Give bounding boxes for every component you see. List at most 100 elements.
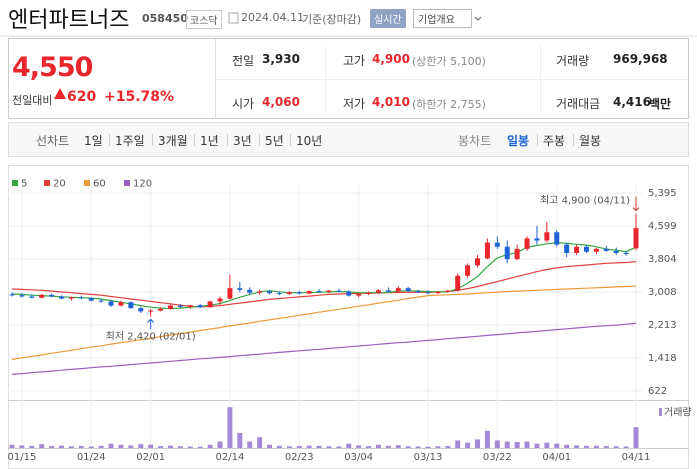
volume-bar: [68, 446, 74, 448]
title: 엔터파트너즈: [8, 8, 130, 33]
candle-body: [316, 291, 322, 293]
change-label: 전일대비: [12, 94, 53, 107]
period-tab[interactable]: 1일: [84, 134, 103, 148]
period-tab[interactable]: 1주일: [115, 134, 145, 148]
company-button[interactable]: 기업개요: [413, 9, 472, 28]
volume-bar: [475, 439, 481, 448]
volume-bar: [128, 445, 134, 448]
legend-swatch: [12, 180, 18, 186]
volume-bar: [217, 441, 223, 448]
period-tab[interactable]: 10년: [296, 134, 323, 148]
candle-body: [177, 305, 183, 307]
period-tab[interactable]: 3개월: [158, 134, 188, 148]
candle-body: [494, 242, 500, 247]
volume-bar: [465, 442, 471, 448]
period-tab[interactable]: 5년: [265, 134, 284, 148]
candle-body: [59, 296, 65, 299]
volume-bar: [257, 437, 263, 448]
x-tick-label: 03/22: [483, 452, 512, 463]
volume-bar: [167, 445, 173, 448]
volume-bar: [59, 445, 65, 448]
volume-bar: [385, 445, 391, 448]
volume-bar: [554, 443, 560, 448]
stat-label: 전일: [232, 54, 255, 68]
stat-label: 거래량: [556, 54, 590, 68]
candle-body: [227, 288, 233, 299]
ma-line: [11, 285, 637, 361]
realtime-button[interactable]: 실시간: [370, 9, 406, 28]
volume-bar: [583, 445, 589, 448]
volume-bar: [514, 441, 520, 448]
volume-bar: [336, 446, 342, 448]
legend-label: 60: [93, 179, 106, 190]
volume-bar: [633, 427, 639, 448]
volume-bar: [108, 443, 114, 448]
volume-bar: [445, 446, 451, 448]
candle-body: [574, 246, 580, 253]
candle-body: [257, 291, 263, 293]
candle-body: [267, 291, 273, 294]
volume-bar: [574, 445, 580, 448]
volume-bar: [306, 445, 312, 448]
candle-body: [98, 300, 104, 302]
volume-bar: [227, 407, 233, 448]
high-arrow: [632, 196, 640, 212]
candle-body: [346, 291, 352, 296]
tab-separator: [227, 134, 228, 146]
market-badge: 코스닥: [186, 10, 222, 29]
volume-bar: [593, 445, 599, 448]
volume-bar: [544, 442, 550, 448]
volume-bar: [316, 445, 322, 448]
volume-bar: [9, 444, 15, 448]
candle-tab[interactable]: 주봉: [543, 134, 566, 148]
stat-value: 969,968: [613, 52, 668, 66]
candle-body: [385, 290, 391, 292]
ma-line: [11, 241, 637, 310]
candle-body: [9, 294, 15, 296]
volume-bar: [395, 445, 401, 448]
candle-body: [465, 265, 471, 276]
candle-body: [514, 248, 520, 260]
stock-code: 058450: [142, 12, 188, 25]
candle-body: [247, 289, 253, 293]
x-tick-label: 02/14: [215, 452, 244, 463]
volume-bar: [564, 444, 570, 448]
candle-body: [138, 308, 144, 312]
volume-bar: [286, 446, 292, 448]
candle-body: [29, 296, 35, 298]
basis: 기준(장마감): [302, 13, 362, 26]
stat-value: 4,010: [372, 95, 410, 109]
candle-body: [445, 290, 451, 292]
legend-swatch: [124, 180, 130, 186]
stat-label: 저가: [343, 97, 366, 111]
period-tab[interactable]: 3년: [233, 134, 252, 148]
candle-body: [158, 308, 164, 311]
volume-bar: [603, 446, 609, 448]
volume-bar: [524, 441, 530, 448]
candle-body: [405, 288, 411, 292]
period-tab[interactable]: 1년: [200, 134, 219, 148]
candle-body: [613, 250, 619, 253]
low-arrow: [147, 318, 155, 330]
volume-bar: [207, 444, 213, 448]
candle-body: [19, 295, 25, 297]
candle-body: [296, 292, 302, 294]
candle-tab[interactable]: 월봉: [579, 134, 602, 148]
volume-bar: [356, 445, 362, 448]
x-tick-label: 04/11: [622, 452, 651, 463]
candle-body: [366, 292, 372, 294]
change-pct: +15.78%: [104, 89, 175, 105]
volume-bar: [494, 440, 500, 448]
candle-tab[interactable]: 일봉: [507, 134, 530, 148]
candle-body: [88, 298, 94, 301]
tab-separator: [537, 134, 538, 146]
candle-body: [623, 252, 629, 254]
candle-body: [276, 293, 282, 295]
calendar-icon: [228, 12, 239, 24]
candle-body: [68, 297, 74, 299]
candle-body: [286, 292, 292, 294]
volume-bar: [177, 446, 183, 448]
x-tick-label: 03/13: [414, 452, 443, 463]
candle-body: [504, 246, 510, 260]
